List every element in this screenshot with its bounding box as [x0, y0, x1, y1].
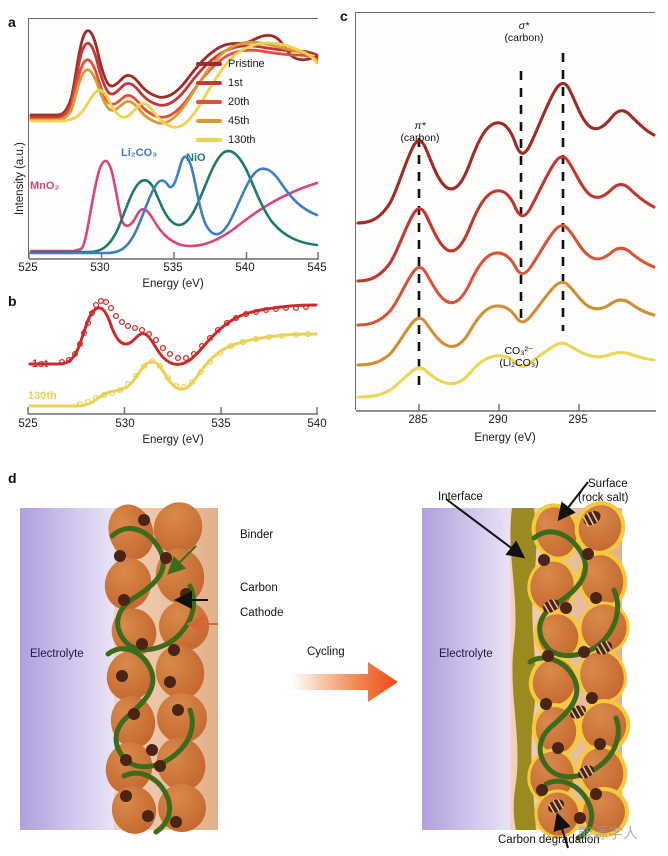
cycling-arrow: [292, 662, 398, 702]
panel-d-letter: d: [8, 470, 17, 486]
right-leader-arrows: [445, 481, 589, 849]
panel-a-xtick-525: 525: [18, 262, 38, 274]
label-binder: Binder: [240, 529, 274, 541]
panel-b-plot-frame: [27, 296, 318, 415]
reference-label-mno2: MnO₂: [30, 180, 60, 192]
panel-c-letter: c: [340, 8, 348, 24]
panel-a-ylabel: Intensity (a.u.): [14, 142, 26, 215]
right-binder: [527, 529, 621, 841]
label-cathode: Cathode: [240, 607, 284, 619]
legend-swatch-45th: [196, 119, 222, 123]
panel-c-xtick-285: 285: [408, 414, 428, 426]
panel-d-schematic: [20, 481, 631, 849]
legend-swatch-pristine: [196, 62, 222, 66]
panel-a-xtick-530: 530: [90, 262, 110, 274]
panel-c-plot-frame: [355, 12, 656, 412]
panel-a-spectra: [28, 29, 319, 260]
label-electrolyte-left: Electrolyte: [30, 648, 84, 660]
panel-b-xtick-530: 530: [115, 418, 135, 430]
panel-a-plot-frame: [28, 18, 319, 260]
annotation-carbonate-sub: (Li₂CO₃): [499, 357, 539, 370]
right-carbon-particles: [536, 548, 606, 824]
annotation-sigma-star-symbol: σ*: [518, 20, 530, 32]
legend-item-1st: 1st: [196, 77, 243, 89]
annotation-sigma-star-sub: (carbon): [504, 32, 544, 45]
right-cell: [422, 481, 631, 849]
legend-label-130th: 130th: [228, 134, 256, 146]
legend-item-45th: 45th: [196, 115, 249, 127]
left-cell: [20, 502, 218, 835]
legend-swatch-1st: [196, 81, 222, 85]
panel-a-letter: a: [8, 14, 16, 30]
label-carbon-degradation: Carbon degradation: [498, 834, 600, 846]
panel-b-letter: b: [8, 293, 17, 309]
panel-c-xtick-295: 295: [568, 414, 588, 426]
panel-c-spectra: [356, 53, 656, 412]
label-electrolyte-right: Electrolyte: [439, 648, 493, 660]
annotation-sigma-star: σ* (carbon): [488, 20, 560, 44]
left-leader-arrows: [167, 545, 218, 633]
panel-a-xtick-535: 535: [163, 262, 183, 274]
reference-label-li2co3: Li₂CO₃: [121, 147, 158, 159]
legend-label-pristine: Pristine: [228, 58, 265, 70]
annotation-pi-star-sub: (carbon): [400, 132, 440, 145]
legend-item-pristine: Pristine: [196, 58, 265, 70]
annotation-pi-star-symbol: π*: [414, 120, 426, 132]
panel-a-xtick-545: 545: [307, 262, 327, 274]
left-binder: [105, 526, 196, 835]
annotation-carbonate: CO₃²⁻ (Li₂CO₃): [483, 345, 555, 369]
panel-c-xlabel: Energy (eV): [474, 432, 536, 444]
carbon-degradation-particles: [543, 510, 612, 814]
label-surface-sub: (rock salt): [578, 492, 629, 504]
panel-b-xtick-535: 535: [211, 418, 231, 430]
panel-c-guide-lines: [417, 53, 565, 391]
legend-swatch-130th: [196, 138, 222, 142]
legend-label-1st: 1st: [228, 77, 243, 89]
label-surface: Surface: [588, 478, 628, 490]
legend-item-20th: 20th: [196, 96, 249, 108]
panel-b-markers-1st: [58, 297, 310, 366]
panel-b-curve-label-1st: 1st: [32, 358, 48, 370]
panel-b-xlabel: Energy (eV): [142, 434, 204, 446]
legend-swatch-20th: [196, 100, 222, 104]
panel-a-xtick-540: 540: [235, 262, 255, 274]
panel-a-xlabel: Energy (eV): [142, 278, 204, 290]
label-interface: Interface: [438, 491, 483, 503]
legend-label-20th: 20th: [228, 96, 250, 108]
left-cathode-particles: [104, 502, 209, 834]
label-carbon: Carbon: [240, 582, 278, 594]
panel-b-xtick-525: 525: [18, 418, 38, 430]
reference-label-nio: NiO: [186, 152, 206, 164]
label-cycling: Cycling: [307, 646, 345, 658]
panel-c-xtick-290: 290: [488, 414, 508, 426]
panel-b-xtick-540: 540: [307, 418, 327, 430]
annotation-pi-star: π* (carbon): [385, 120, 455, 144]
panel-b-curve-label-130th: 130th: [28, 390, 57, 402]
legend-label-45th: 45th: [228, 115, 250, 127]
watermark: 能源学人: [578, 824, 639, 842]
panel-b-markers-130th: [76, 330, 312, 408]
panel-b-spectra: [27, 297, 318, 415]
legend-item-130th: 130th: [196, 134, 256, 146]
annotation-carbonate-symbol: CO₃²⁻: [504, 345, 534, 357]
